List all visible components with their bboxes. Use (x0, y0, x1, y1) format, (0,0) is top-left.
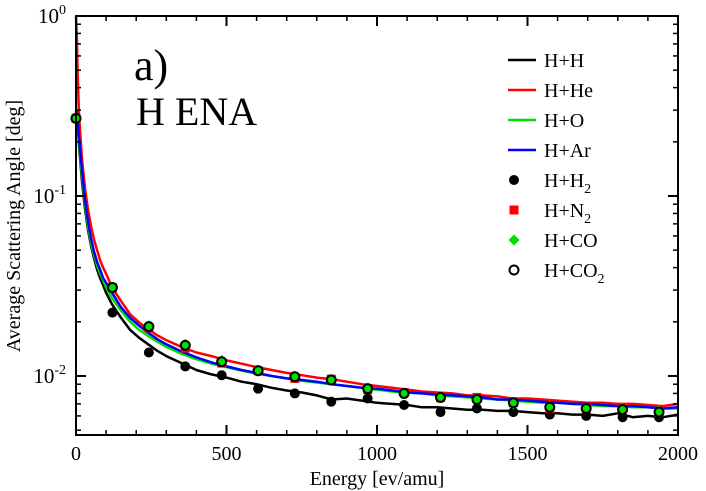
legend-label-0: H+H (544, 50, 584, 72)
legend-label-main: H+CO (544, 260, 598, 282)
data-point-7-13 (544, 401, 556, 413)
data-point-7-7 (325, 374, 337, 386)
series-line-3 (74, 109, 679, 410)
data-point-7-2 (143, 321, 155, 333)
x-tick-label: 0 (71, 443, 81, 465)
legend-label-1: H+He (544, 80, 593, 102)
x-tick-label: 1000 (357, 443, 397, 465)
data-point-7-6 (289, 371, 301, 383)
data-point-7-10 (435, 391, 447, 403)
data-point-4-6 (289, 388, 300, 399)
y-tick-exponent: -1 (54, 183, 66, 198)
x-tick-label: 500 (212, 443, 242, 465)
legend-label-5: H+N2 (544, 200, 591, 227)
legend-label-main: H+Ar (544, 140, 591, 162)
legend: H+HH+HeH+OH+ArH+H2H+N2H+COH+CO2 (508, 50, 605, 287)
data-point-7-12 (507, 397, 519, 409)
y-tick-exponent: -2 (54, 363, 66, 378)
data-point-7-14 (580, 402, 592, 414)
data-point-7-11 (471, 394, 483, 406)
data-point-4-5 (253, 383, 264, 394)
legend-marker-4 (509, 175, 519, 185)
x-tick-label: 1500 (508, 443, 548, 465)
marker-layer (70, 112, 665, 423)
legend-label-6: H+CO (544, 230, 598, 252)
data-point-7-4 (216, 356, 228, 368)
data-point-7-3 (179, 339, 191, 351)
legend-label-main: H+He (544, 80, 593, 102)
legend-label-subscript: 2 (584, 212, 591, 227)
data-point-4-1 (107, 307, 118, 318)
data-point-7-1 (106, 282, 118, 294)
legend-label-7: H+CO2 (544, 260, 605, 287)
y-tick-base: 10 (33, 184, 54, 208)
data-point-4-8 (362, 393, 373, 404)
legend-label-3: H+Ar (544, 140, 591, 162)
data-point-7-5 (252, 365, 264, 377)
y-tick-base: 10 (33, 364, 54, 388)
legend-label-main: H+H (544, 170, 584, 192)
data-point-4-4 (216, 370, 227, 381)
series-line-1 (74, 15, 679, 408)
data-point-7-9 (398, 387, 410, 399)
data-point-4-11 (471, 403, 482, 414)
x-axis-label: Energy [ev/amu] (310, 468, 445, 490)
data-point-4-15 (617, 412, 628, 423)
y-tick-label: 10-1 (33, 183, 66, 208)
annotation-label: H ENA (136, 89, 257, 134)
data-point-4-9 (399, 399, 410, 410)
legend-marker-5 (509, 205, 519, 215)
legend-label-4: H+H2 (544, 170, 591, 197)
y-axis-label: Average Scattering Angle [deg] (3, 100, 25, 352)
x-tick-label: 2000 (658, 443, 698, 465)
y-tick-exponent: 0 (59, 3, 66, 18)
data-point-7-15 (617, 404, 629, 416)
y-tick-label: 100 (38, 3, 66, 28)
legend-label-main: H+N (544, 200, 584, 222)
y-tick-base: 10 (38, 4, 59, 28)
legend-marker-6 (508, 234, 520, 246)
legend-label-subscript: 2 (598, 272, 605, 287)
data-point-4-10 (435, 407, 446, 418)
legend-label-2: H+O (544, 110, 584, 132)
data-point-4-3 (180, 361, 191, 372)
data-point-4-2 (143, 347, 154, 358)
legend-label-main: H+O (544, 110, 584, 132)
data-point-4-7 (326, 396, 337, 407)
panel-label: a) (134, 41, 168, 90)
data-point-4-12 (508, 407, 519, 418)
legend-label-main: H+H (544, 50, 584, 72)
data-point-7-8 (362, 383, 374, 395)
y-tick-label: 10-2 (33, 363, 66, 388)
data-point-4-14 (581, 410, 592, 421)
legend-marker-7 (508, 264, 520, 276)
legend-label-subscript: 2 (584, 182, 591, 197)
data-point-7-16 (653, 406, 665, 418)
legend-label-main: H+CO (544, 230, 598, 252)
